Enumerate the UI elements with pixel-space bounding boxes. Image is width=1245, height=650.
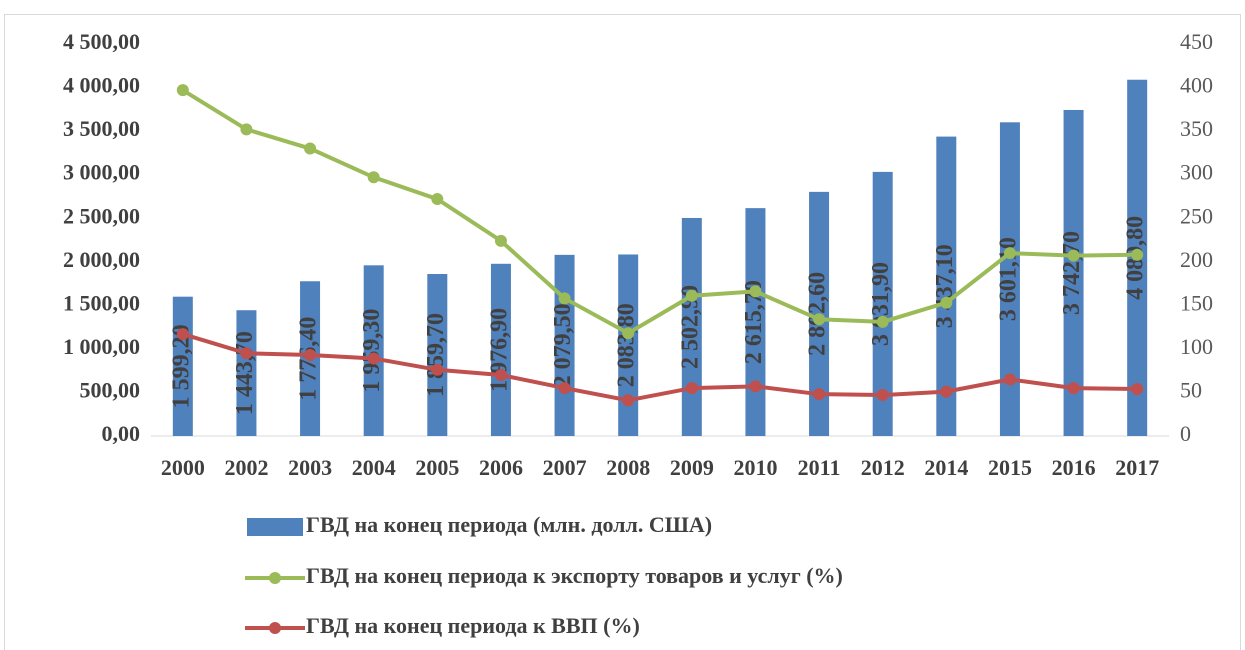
y-tick-label: 2 000,00: [63, 247, 140, 272]
y-tick-label: 3 500,00: [63, 116, 140, 141]
bar: [872, 171, 893, 436]
y2-tick-label: 100: [1180, 334, 1213, 359]
legend-label: ГВД на конец периода к ВВП (%): [306, 613, 640, 638]
point: [176, 328, 189, 341]
point: [876, 315, 889, 328]
x-tick-label: 2002: [224, 455, 268, 480]
x-tick-label: 2012: [861, 455, 905, 480]
y2-tick-label: 450: [1180, 29, 1213, 54]
bar: [427, 273, 448, 436]
x-tick-label: 2008: [606, 455, 650, 480]
x-tick-label: 2010: [733, 455, 777, 480]
point: [431, 363, 444, 376]
bar: [999, 122, 1020, 437]
x-tick-label: 2003: [288, 455, 332, 480]
point: [749, 285, 762, 298]
line: [182, 332, 1138, 403]
y2-tick-label: 250: [1180, 203, 1213, 228]
point: [940, 296, 953, 309]
point: [367, 171, 380, 184]
bar: [1063, 109, 1084, 437]
legend-marker: [269, 572, 281, 584]
bar: [681, 217, 702, 436]
point: [685, 382, 698, 395]
point: [1003, 373, 1016, 386]
point: [813, 388, 826, 401]
value-label: 3 742,70: [1059, 231, 1085, 315]
y-tick-label: 4 500,00: [63, 29, 140, 54]
x-tick-label: 2011: [798, 455, 841, 480]
point: [558, 292, 571, 305]
value-label: 3 031,90: [868, 262, 894, 346]
y-tick-label: 3 000,00: [63, 160, 140, 185]
x-tick-label: 2000: [161, 455, 205, 480]
y2-tick-label: 0: [1180, 421, 1191, 446]
x-tick-label: 2017: [1115, 455, 1159, 480]
point: [431, 193, 444, 206]
point: [176, 84, 189, 97]
bar: [618, 254, 639, 436]
bar: [363, 265, 384, 436]
point: [1067, 382, 1080, 395]
x-tick-label: 2006: [479, 455, 523, 480]
y-tick-label: 2 500,00: [63, 203, 140, 228]
legend-label: ГВД на конец периода к экспорту товаров …: [306, 563, 843, 588]
point: [494, 234, 507, 247]
point: [304, 348, 317, 361]
chart-frame: [4, 14, 1241, 650]
x-tick-label: 2005: [415, 455, 459, 480]
y2-tick-label: 350: [1180, 116, 1213, 141]
legend-label: ГВД на конец периода (млн. долл. США): [306, 512, 712, 537]
point: [1067, 249, 1080, 262]
value-label: 3 437,10: [932, 244, 958, 328]
y2-tick-label: 50: [1180, 377, 1202, 402]
point: [749, 380, 762, 393]
y2-tick-label: 400: [1180, 73, 1213, 98]
x-tick-label: 2015: [988, 455, 1032, 480]
line: [181, 88, 1138, 336]
point: [622, 327, 635, 340]
point: [940, 385, 953, 398]
x-tick-label: 2016: [1052, 455, 1096, 480]
value-label: 1 859,70: [423, 313, 449, 397]
point: [558, 382, 571, 395]
x-tick-label: 2004: [352, 455, 396, 480]
x-tick-label: 2007: [543, 455, 587, 480]
point: [367, 352, 380, 365]
bar: [236, 310, 257, 436]
point: [304, 142, 317, 155]
x-tick-label: 2014: [924, 455, 968, 480]
value-label: 1 959,30: [359, 309, 385, 393]
x-tick-label: 2009: [670, 455, 714, 480]
point: [622, 394, 635, 407]
y2-tick-label: 300: [1180, 160, 1213, 185]
point: [1131, 382, 1144, 395]
y-tick-label: 1 500,00: [63, 290, 140, 315]
point: [240, 347, 253, 360]
legend-swatch: [247, 518, 303, 536]
point: [685, 289, 698, 302]
legend-marker: [269, 622, 281, 634]
bar: [936, 136, 957, 436]
value-label: 2 083,80: [614, 303, 640, 387]
point: [813, 313, 826, 326]
bar: [745, 208, 766, 436]
point: [1003, 247, 1016, 260]
value-label: 1 443,70: [232, 331, 258, 415]
point: [876, 389, 889, 402]
point: [494, 369, 507, 382]
y-tick-label: 4 000,00: [63, 73, 140, 98]
value-label: 2 079,50: [550, 303, 576, 387]
point: [240, 123, 253, 136]
y-tick-label: 0,00: [102, 421, 141, 446]
point: [1131, 248, 1144, 261]
y-tick-label: 1 000,00: [63, 334, 140, 359]
bar: [490, 263, 511, 436]
y2-tick-label: 150: [1180, 290, 1213, 315]
y2-tick-label: 200: [1180, 247, 1213, 272]
y-tick-label: 500,00: [80, 377, 141, 402]
